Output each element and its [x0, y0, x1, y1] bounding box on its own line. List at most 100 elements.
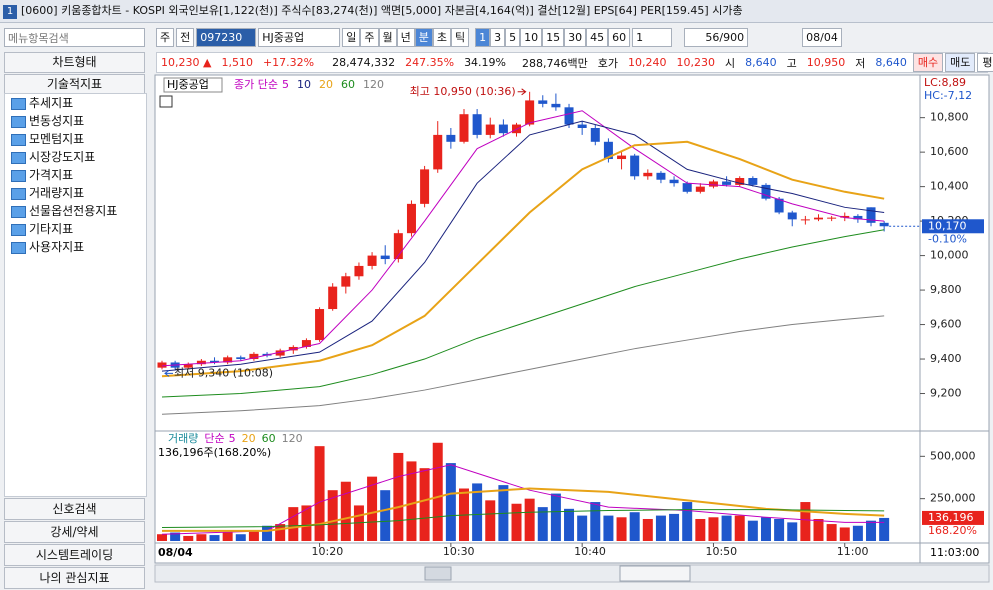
volume-bar	[577, 515, 588, 541]
scrollbar[interactable]	[154, 564, 990, 583]
high-note: 최고 10,950 (10:36)	[410, 85, 516, 98]
minute-button[interactable]: 10	[520, 28, 543, 47]
candle-body	[459, 114, 469, 142]
stock-code[interactable]: 097230	[196, 28, 257, 47]
quote-price: 10,230 ▲	[161, 56, 212, 69]
minute-button[interactable]: 60	[608, 28, 631, 47]
candle-body	[249, 353, 259, 360]
minute-button[interactable]: 15	[542, 28, 565, 47]
volume-bar	[209, 535, 220, 541]
sidebar-button[interactable]: 시스템트레이딩	[4, 544, 145, 566]
y-tick-label: 9,600	[930, 318, 962, 331]
unit[interactable]: 1	[632, 28, 673, 47]
volume-bar	[603, 515, 614, 541]
quote-low: 8,640	[875, 56, 907, 69]
window-number: 1	[3, 5, 17, 19]
volume-bar	[800, 502, 811, 541]
sidebar-button[interactable]: 나의 관심지표	[4, 567, 145, 589]
period-button[interactable]: 년	[396, 28, 415, 47]
candle-body	[485, 124, 495, 135]
minute-button[interactable]: 1	[475, 28, 491, 47]
quote-open: 8,640	[745, 56, 777, 69]
candle-body	[656, 172, 666, 180]
volume-bar	[235, 534, 246, 541]
volume-bar	[813, 518, 824, 541]
playback-controls[interactable]	[619, 565, 691, 582]
lc-label: LC:8,89	[924, 76, 966, 89]
volume-bar	[248, 530, 259, 541]
indicator-folder[interactable]: 모멘텀지표	[5, 130, 146, 148]
candle-body	[590, 128, 600, 142]
buy-button[interactable]: 매수	[912, 53, 944, 72]
sidebar-tab[interactable]: 차트형태	[4, 52, 145, 73]
volume-bar	[537, 507, 548, 541]
volume-bar	[866, 520, 877, 541]
stock-label-box	[163, 77, 223, 93]
indicator-folder[interactable]: 시장강도지표	[5, 148, 146, 166]
period-button[interactable]: 주	[360, 28, 379, 47]
candle-body	[525, 100, 535, 125]
sell-button[interactable]: 매도	[945, 53, 976, 72]
prev[interactable]: 전	[176, 28, 195, 47]
indicator-folder[interactable]: 사용자지표	[5, 238, 146, 256]
candle-body	[157, 362, 167, 368]
menu-search[interactable]: 메뉴항목검색	[4, 28, 145, 47]
volume-bar	[314, 446, 325, 541]
volume-bar	[747, 520, 758, 541]
count[interactable]: 56/900	[684, 28, 749, 47]
volume-bar	[524, 498, 535, 541]
candle-body	[210, 360, 220, 363]
stock-name[interactable]: HJ중공업	[258, 28, 341, 47]
y-tick-label: 500,000	[930, 449, 976, 462]
candle-body	[669, 179, 679, 184]
quote-row: 10,230 ▲ 1,510 +17.32% 28,474,332 247.35% 34.…	[156, 52, 993, 73]
indicator-folder[interactable]: 가격지표	[5, 166, 146, 184]
indicator-folder[interactable]: 선물옵션전용지표	[5, 202, 146, 220]
candle-body	[774, 198, 784, 213]
candle-body	[695, 186, 705, 192]
candle-body	[472, 114, 482, 135]
quote-vol-rate: 247.35%	[405, 56, 455, 69]
volume-bar	[721, 515, 732, 541]
quote-change: 1,510	[221, 56, 253, 69]
period-button[interactable]: 분	[414, 28, 433, 47]
candle-body	[630, 155, 640, 177]
sidebar-button[interactable]: 강세/약세	[4, 521, 145, 543]
volume-bar	[669, 513, 680, 541]
period[interactable]: 주	[156, 28, 175, 47]
period-button[interactable]: 월	[378, 28, 397, 47]
legend-entry: 120	[282, 432, 303, 445]
date[interactable]: 08/04	[802, 28, 842, 47]
sidebar-tab[interactable]: 기술적지표	[4, 74, 145, 95]
period-button[interactable]: 일	[342, 28, 361, 47]
indicator-folder[interactable]: 추세지표	[5, 94, 146, 112]
volume-info: 136,196주(168.20%)	[158, 446, 271, 459]
volume-bar	[445, 463, 456, 541]
minute-buttons: 1 3 5 10 15 30 45 60	[475, 28, 631, 47]
avg-button[interactable]: 평	[977, 53, 993, 72]
y-tick-label: 9,800	[930, 283, 962, 296]
volume-bar	[367, 476, 378, 541]
indicator-folder[interactable]: 거래량지표	[5, 184, 146, 202]
sidebar-button[interactable]: 신호검색	[4, 498, 145, 520]
grid-icon	[159, 95, 173, 108]
minute-button[interactable]: 30	[564, 28, 587, 47]
period-button[interactable]: 초	[432, 28, 451, 47]
volume-bar	[787, 522, 798, 541]
minute-button[interactable]: 45	[586, 28, 609, 47]
quote-bid: 10,240	[628, 56, 667, 69]
volume-ma-line	[161, 509, 885, 528]
volume-bar	[432, 442, 443, 541]
indicator-folder[interactable]: 변동성지표	[5, 112, 146, 130]
indicator-folder[interactable]: 기타지표	[5, 220, 146, 238]
volume-bar	[642, 518, 653, 541]
volume-bar	[222, 532, 233, 541]
minute-button[interactable]: 5	[505, 28, 521, 47]
price-ma-line	[161, 110, 885, 367]
sidebar-top: 차트형태 기술적지표	[4, 52, 145, 96]
volume-bar	[196, 534, 207, 541]
last-volume-label: 136,196	[928, 511, 974, 524]
period-button[interactable]: 틱	[451, 28, 470, 47]
minute-button[interactable]: 3	[490, 28, 506, 47]
scroll-thumb[interactable]	[424, 566, 452, 581]
